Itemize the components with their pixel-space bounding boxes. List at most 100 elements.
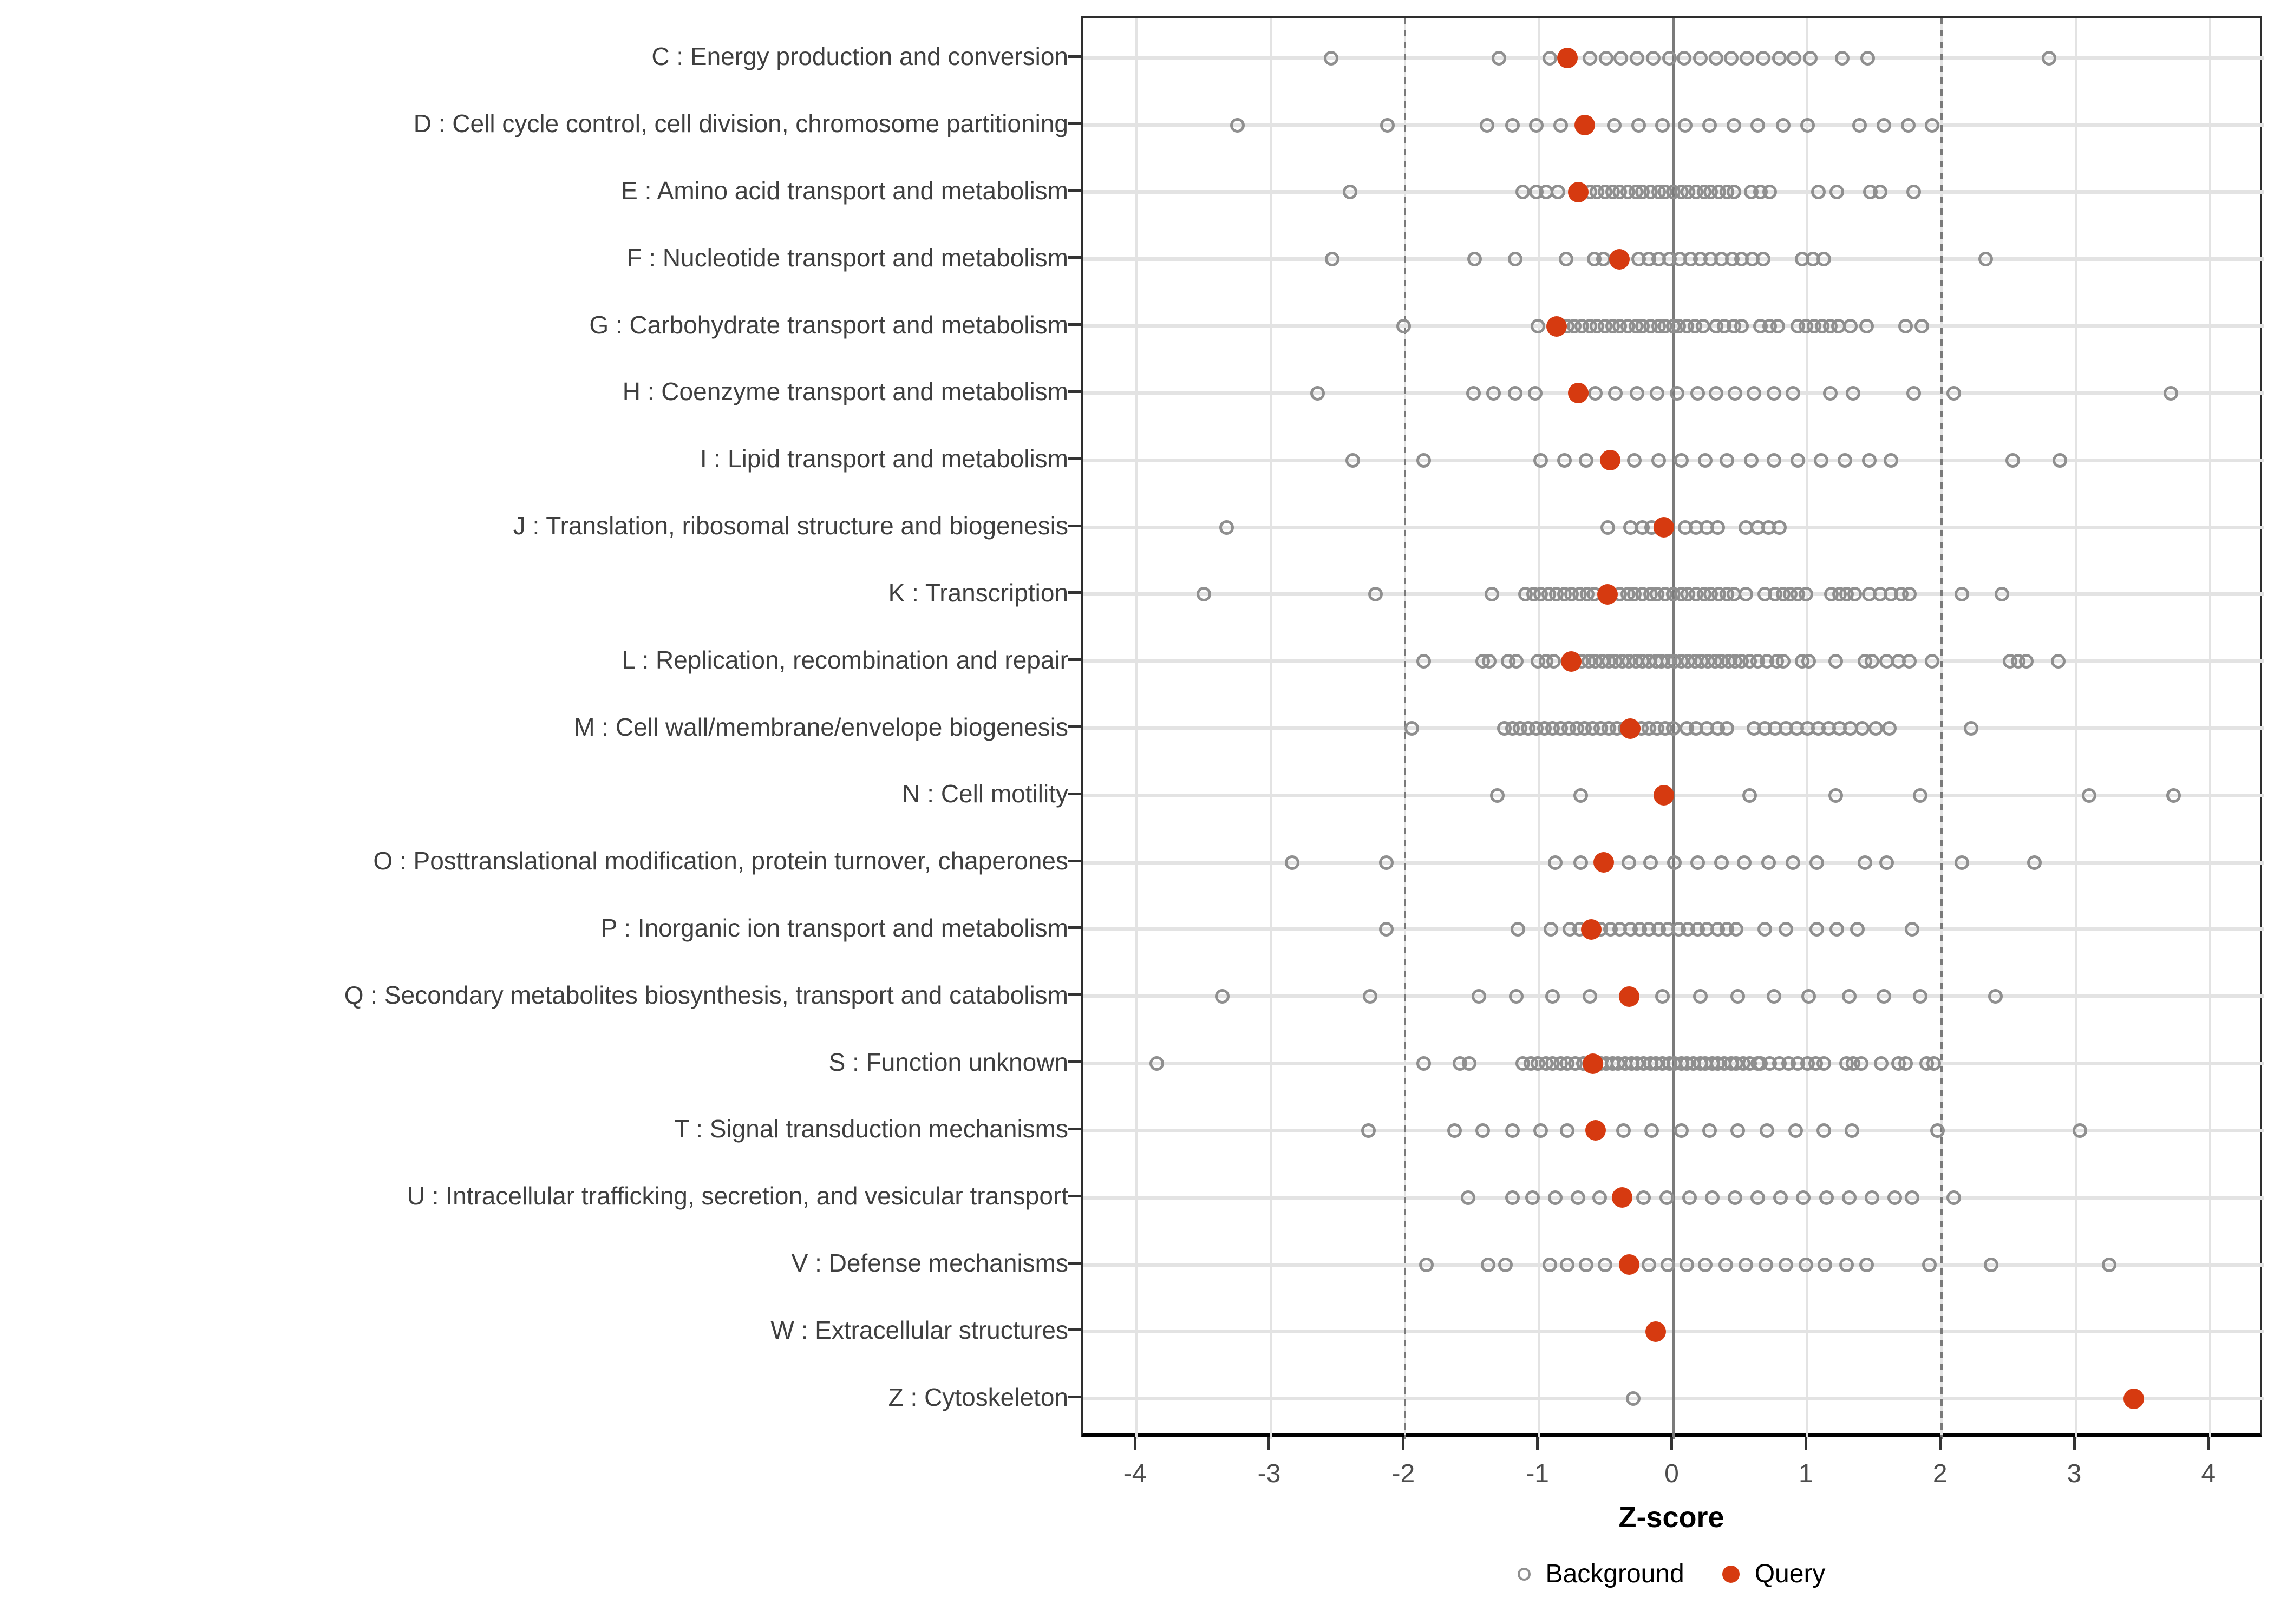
background-point: [1676, 50, 1691, 66]
background-point: [1930, 1123, 1945, 1138]
x-tick-label: 1: [1798, 1459, 1813, 1488]
background-point: [1737, 855, 1752, 870]
x-tick-mark: [1133, 1437, 1136, 1450]
x-gridline: [1269, 18, 1272, 1439]
background-point: [1913, 788, 1928, 803]
background-point: [1547, 855, 1563, 870]
background-point: [1964, 721, 1979, 736]
background-point: [2051, 654, 2066, 669]
background-point: [1776, 654, 1791, 669]
background-point: [1922, 1257, 1937, 1272]
category-label: C : Energy production and conversion: [651, 42, 1068, 71]
category-label: O : Posttranslational modification, prot…: [373, 847, 1068, 875]
background-point: [1599, 50, 1614, 66]
background-point: [1651, 453, 1666, 468]
background-point: [1720, 721, 1735, 736]
background-point: [1925, 654, 1940, 669]
background-point: [1801, 989, 1816, 1004]
query-point: [1546, 316, 1567, 337]
x-axis-title: Z-score: [1618, 1501, 1724, 1534]
category-label: P : Inorganic ion transport and metaboli…: [600, 913, 1068, 942]
background-point: [1756, 252, 1771, 267]
background-point: [1378, 855, 1394, 870]
category-label: E : Amino acid transport and metabolism: [621, 176, 1068, 205]
background-point: [1796, 1190, 1811, 1205]
y-tick-mark: [1068, 792, 1081, 795]
background-point: [1698, 453, 1713, 468]
category-label: Q : Secondary metabolites biosynthesis, …: [344, 980, 1068, 1009]
x-tick-label: 3: [2067, 1459, 2082, 1488]
background-point: [1219, 520, 1234, 535]
background-point: [1728, 1190, 1742, 1205]
query-point: [1567, 181, 1589, 202]
background-point: [2005, 453, 2021, 468]
background-point: [1380, 117, 1395, 133]
y-tick-mark: [1068, 591, 1081, 594]
background-point: [1679, 1257, 1694, 1272]
y-tick-mark: [1068, 1060, 1081, 1064]
background-point: [1447, 1123, 1462, 1138]
background-point: [1525, 1190, 1540, 1205]
background-point: [1462, 1056, 1477, 1071]
background-point: [1844, 1123, 1859, 1138]
background-point: [1714, 855, 1729, 870]
background-point: [1925, 117, 1940, 133]
background-point: [1978, 252, 1994, 267]
background-point: [1695, 319, 1710, 334]
query-point: [1567, 383, 1589, 404]
background-point: [1230, 117, 1245, 133]
background-point: [1859, 1257, 1874, 1272]
background-point: [1505, 1123, 1520, 1138]
background-point: [1583, 50, 1598, 66]
background-point: [1545, 989, 1560, 1004]
background-point: [1600, 520, 1615, 535]
background-point: [1571, 1190, 1586, 1205]
background-point: [1542, 50, 1557, 66]
category-label: K : Transcription: [888, 578, 1068, 607]
background-point: [1864, 1190, 1879, 1205]
background-point: [1819, 1190, 1834, 1205]
background-point: [1877, 117, 1892, 133]
background-point: [1702, 117, 1717, 133]
x-tick-mark: [1267, 1437, 1271, 1450]
background-point: [2018, 654, 2034, 669]
background-point: [1630, 385, 1645, 401]
category-label: D : Cell cycle control, cell division, c…: [413, 109, 1068, 138]
background-point: [1419, 1257, 1434, 1272]
x-tick-mark: [1670, 1437, 1673, 1450]
background-point: [1533, 453, 1548, 468]
background-point: [1841, 989, 1857, 1004]
background-point: [1616, 1123, 1631, 1138]
background-point: [1345, 453, 1360, 468]
background-point: [1809, 922, 1825, 937]
legend-label-background: Background: [1545, 1560, 1684, 1588]
background-point: [1756, 50, 1771, 66]
background-point: [1801, 654, 1816, 669]
background-point: [1742, 788, 1757, 803]
background-point: [1761, 855, 1776, 870]
category-label: V : Defense mechanisms: [791, 1249, 1068, 1278]
background-point: [1547, 1190, 1563, 1205]
background-point: [1471, 989, 1486, 1004]
query-point: [1620, 718, 1641, 739]
background-point: [1822, 385, 1838, 401]
category-label: T : Signal transduction mechanisms: [674, 1115, 1068, 1143]
background-point: [1310, 385, 1325, 401]
query-point: [2123, 1388, 2144, 1409]
query-point: [1593, 852, 1614, 873]
background-point: [1573, 855, 1588, 870]
background-point: [1813, 453, 1828, 468]
background-point: [1467, 252, 1482, 267]
background-point: [1864, 654, 1879, 669]
background-point: [1868, 721, 1884, 736]
background-point: [1509, 654, 1524, 669]
background-point: [1630, 50, 1645, 66]
background-point: [1643, 855, 1658, 870]
y-tick-mark: [1068, 1194, 1081, 1197]
background-point: [1730, 1123, 1745, 1138]
x-tick-mark: [1536, 1437, 1539, 1450]
background-point: [1954, 855, 1969, 870]
background-point: [1898, 1056, 1913, 1071]
background-point: [1608, 385, 1623, 401]
query-point: [1597, 584, 1618, 605]
